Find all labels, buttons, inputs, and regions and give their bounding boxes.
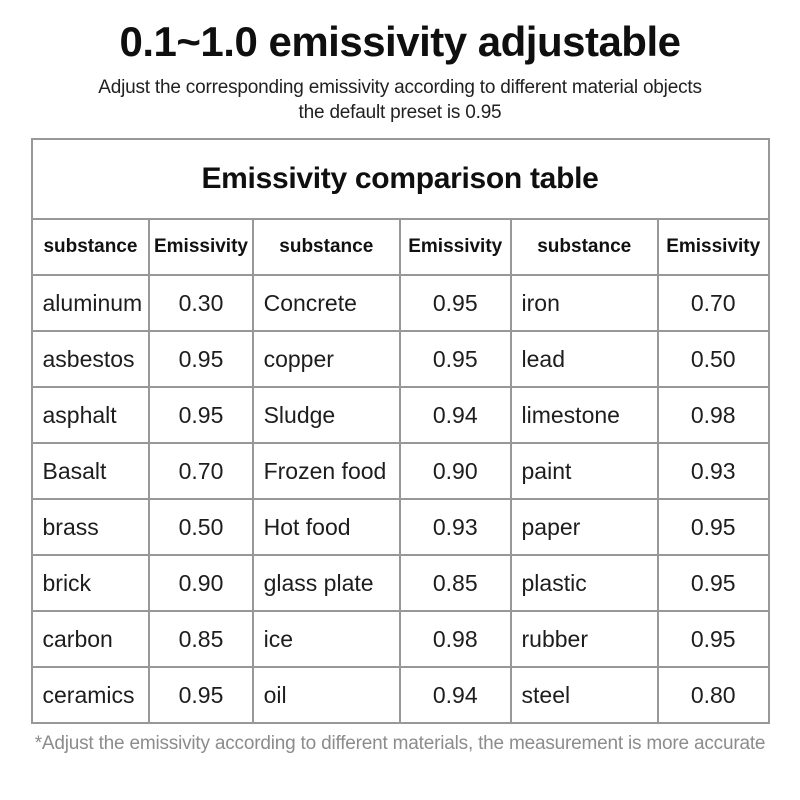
table-header-row: substance Emissivity substance Emissivity su…: [30, 218, 770, 276]
emissivity-value-cell: 0.50: [656, 330, 770, 388]
column-header-emissivity: Emissivity: [656, 218, 770, 276]
subtitle-line-1: Adjust the corresponding emissivity acco…: [98, 77, 702, 98]
substance-cell: Hot food: [251, 498, 401, 556]
table-row: brick 0.90 glass plate 0.85 plastic 0.95: [30, 554, 770, 612]
substance-cell: Concrete: [251, 274, 401, 332]
substance-cell: lead: [509, 330, 659, 388]
emissivity-value-cell: 0.94: [398, 666, 512, 724]
substance-cell: ceramics: [30, 666, 151, 724]
emissivity-value-cell: 0.94: [398, 386, 512, 444]
substance-cell: glass plate: [251, 554, 401, 612]
substance-cell: Frozen food: [251, 442, 401, 500]
emissivity-value-cell: 0.85: [398, 554, 512, 612]
substance-cell: Basalt: [30, 442, 151, 500]
substance-cell: oil: [251, 666, 401, 724]
substance-cell: steel: [509, 666, 659, 724]
subtitle-line-2: the default preset is 0.95: [298, 102, 502, 123]
table-row: carbon 0.85 ice 0.98 rubber 0.95: [30, 610, 770, 668]
page-subtitle: Adjust the corresponding emissivity acco…: [0, 75, 800, 125]
emissivity-value-cell: 0.85: [148, 610, 254, 668]
emissivity-value-cell: 0.80: [656, 666, 770, 724]
page-header: 0.1~1.0 emissivity adjustable Adjust the…: [0, 0, 800, 125]
emissivity-value-cell: 0.30: [148, 274, 254, 332]
substance-cell: brass: [30, 498, 151, 556]
column-header-substance: substance: [251, 218, 401, 276]
table-title-row: Emissivity comparison table: [30, 138, 770, 220]
emissivity-value-cell: 0.95: [398, 274, 512, 332]
table-container: Emissivity comparison table substance Emi…: [30, 138, 770, 724]
emissivity-value-cell: 0.93: [398, 498, 512, 556]
emissivity-value-cell: 0.95: [148, 330, 254, 388]
substance-cell: rubber: [509, 610, 659, 668]
emissivity-value-cell: 0.90: [398, 442, 512, 500]
emissivity-value-cell: 0.95: [398, 330, 512, 388]
emissivity-value-cell: 0.50: [148, 498, 254, 556]
table-row: brass 0.50 Hot food 0.93 paper 0.95: [30, 498, 770, 556]
footer-note: *Adjust the emissivity according to diff…: [34, 733, 766, 754]
emissivity-value-cell: 0.70: [148, 442, 254, 500]
substance-cell: Sludge: [251, 386, 401, 444]
emissivity-value-cell: 0.90: [148, 554, 254, 612]
emissivity-value-cell: 0.95: [656, 498, 770, 556]
substance-cell: aluminum: [30, 274, 151, 332]
column-header-substance: substance: [30, 218, 151, 276]
table-row: ceramics 0.95 oil 0.94 steel 0.80: [30, 666, 770, 724]
table-row: aluminum 0.30 Concrete 0.95 iron 0.70: [30, 274, 770, 332]
substance-cell: brick: [30, 554, 151, 612]
substance-cell: limestone: [509, 386, 659, 444]
column-header-emissivity: Emissivity: [148, 218, 254, 276]
column-header-substance: substance: [509, 218, 659, 276]
substance-cell: carbon: [30, 610, 151, 668]
substance-cell: paper: [509, 498, 659, 556]
emissivity-value-cell: 0.98: [656, 386, 770, 444]
emissivity-value-cell: 0.93: [656, 442, 770, 500]
emissivity-value-cell: 0.95: [656, 554, 770, 612]
emissivity-value-cell: 0.95: [148, 666, 254, 724]
emissivity-value-cell: 0.95: [656, 610, 770, 668]
table-row: Basalt 0.70 Frozen food 0.90 paint 0.93: [30, 442, 770, 500]
table-row: asphalt 0.95 Sludge 0.94 limestone 0.98: [30, 386, 770, 444]
table-title: Emissivity comparison table: [30, 138, 770, 220]
emissivity-table: Emissivity comparison table substance Emi…: [30, 138, 770, 724]
page-title: 0.1~1.0 emissivity adjustable: [119, 18, 682, 65]
emissivity-value-cell: 0.70: [656, 274, 770, 332]
substance-cell: paint: [509, 442, 659, 500]
substance-cell: ice: [251, 610, 401, 668]
emissivity-value-cell: 0.98: [398, 610, 512, 668]
table-row: asbestos 0.95 copper 0.95 lead 0.50: [30, 330, 770, 388]
substance-cell: asbestos: [30, 330, 151, 388]
substance-cell: plastic: [509, 554, 659, 612]
substance-cell: copper: [251, 330, 401, 388]
substance-cell: iron: [509, 274, 659, 332]
column-header-emissivity: Emissivity: [398, 218, 512, 276]
emissivity-value-cell: 0.95: [148, 386, 254, 444]
substance-cell: asphalt: [30, 386, 151, 444]
